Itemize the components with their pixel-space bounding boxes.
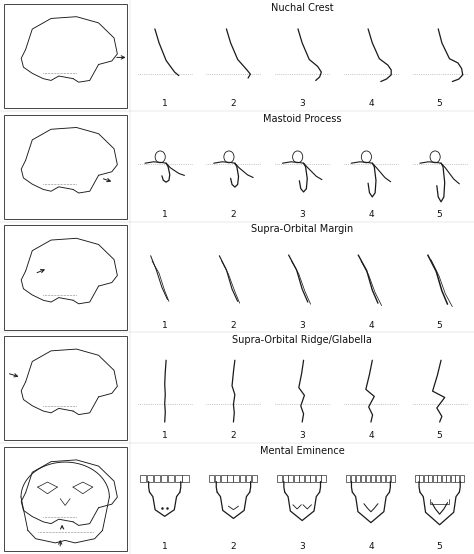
Text: 1: 1	[162, 321, 168, 330]
Text: 5: 5	[437, 321, 443, 330]
Bar	[4, 447, 127, 551]
Bar	[4, 115, 127, 219]
Bar	[209, 475, 214, 481]
Text: 5: 5	[437, 210, 443, 219]
Text: Supra-Orbital Margin: Supra-Orbital Margin	[251, 224, 353, 234]
Bar	[415, 475, 419, 481]
Bar	[424, 475, 428, 481]
Text: 1: 1	[162, 542, 168, 551]
Bar	[277, 475, 282, 481]
Bar	[246, 475, 251, 481]
Text: 4: 4	[368, 321, 374, 330]
Bar	[456, 475, 459, 481]
Bar	[4, 225, 127, 330]
Bar	[300, 475, 304, 481]
Text: 1: 1	[162, 432, 168, 440]
Text: Mastoid Process: Mastoid Process	[263, 114, 341, 124]
Text: Mental Eminence: Mental Eminence	[260, 446, 345, 456]
Bar	[305, 475, 310, 481]
Text: 3: 3	[299, 321, 305, 330]
Bar	[447, 475, 450, 481]
Bar	[316, 475, 321, 481]
Bar	[442, 475, 446, 481]
Bar	[221, 475, 227, 481]
Text: 4: 4	[368, 210, 374, 219]
Bar	[346, 475, 350, 481]
Text: 4: 4	[368, 542, 374, 551]
Bar	[366, 475, 370, 481]
Bar	[4, 4, 127, 108]
Bar	[361, 475, 365, 481]
Bar	[288, 475, 293, 481]
Bar	[233, 475, 239, 481]
Text: 4: 4	[368, 99, 374, 108]
Text: 3: 3	[299, 542, 305, 551]
Text: 1: 1	[162, 210, 168, 219]
Bar	[168, 475, 174, 481]
Bar	[147, 475, 153, 481]
Bar	[294, 475, 299, 481]
Text: 3: 3	[299, 432, 305, 440]
Text: 5: 5	[437, 432, 443, 440]
Bar	[438, 475, 441, 481]
Bar	[386, 475, 390, 481]
Bar	[460, 475, 464, 481]
Text: 3: 3	[299, 210, 305, 219]
Text: 3: 3	[299, 99, 305, 108]
Text: 5: 5	[437, 542, 443, 551]
Bar	[240, 475, 245, 481]
Bar	[376, 475, 380, 481]
Bar	[154, 475, 160, 481]
Bar	[321, 475, 326, 481]
Bar	[381, 475, 385, 481]
Bar	[433, 475, 437, 481]
Text: 2: 2	[231, 210, 236, 219]
Text: 2: 2	[231, 432, 236, 440]
Bar	[215, 475, 220, 481]
Bar	[140, 475, 146, 481]
Text: 5: 5	[437, 99, 443, 108]
Bar	[310, 475, 315, 481]
Bar	[283, 475, 288, 481]
Bar	[351, 475, 356, 481]
Bar	[419, 475, 423, 481]
Bar	[356, 475, 360, 481]
Text: Nuchal Crest: Nuchal Crest	[271, 3, 334, 13]
Text: 2: 2	[231, 542, 236, 551]
Text: 1: 1	[162, 99, 168, 108]
Bar	[4, 336, 127, 440]
Text: 2: 2	[231, 321, 236, 330]
Bar	[391, 475, 395, 481]
Text: 2: 2	[231, 99, 236, 108]
Bar	[182, 475, 189, 481]
Text: Supra-Orbital Ridge/Glabella: Supra-Orbital Ridge/Glabella	[232, 335, 372, 345]
Bar	[252, 475, 257, 481]
Bar	[175, 475, 182, 481]
Bar	[227, 475, 233, 481]
Bar	[161, 475, 167, 481]
Bar	[371, 475, 375, 481]
Bar	[428, 475, 432, 481]
Text: 4: 4	[368, 432, 374, 440]
Bar	[451, 475, 455, 481]
